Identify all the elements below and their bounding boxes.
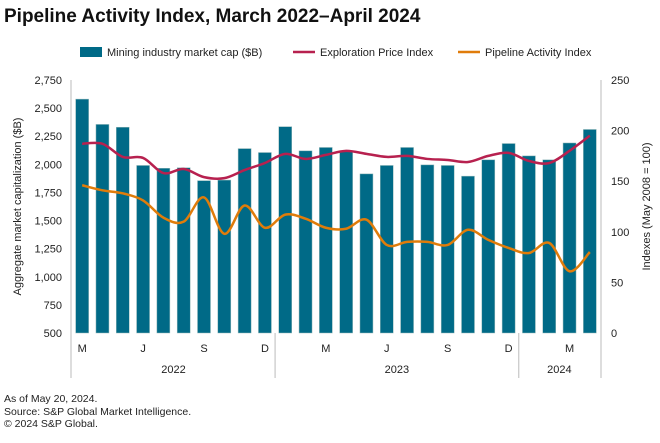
left-tick-label: 1,250 bbox=[34, 244, 62, 256]
bar-market-cap bbox=[481, 159, 496, 334]
bar-market-cap bbox=[562, 142, 577, 334]
month-tick-label: D bbox=[261, 343, 269, 355]
right-tick-label: 50 bbox=[611, 277, 623, 289]
bar-market-cap bbox=[156, 168, 171, 334]
bar-market-cap bbox=[461, 175, 475, 334]
bar-market-cap bbox=[339, 150, 353, 334]
month-tick-label: J bbox=[384, 343, 390, 355]
bar-market-cap bbox=[319, 147, 333, 334]
bar-market-cap bbox=[501, 143, 516, 334]
bar-market-cap bbox=[420, 164, 435, 334]
legend-label-pipeline: Pipeline Activity Index bbox=[485, 47, 592, 59]
bar-market-cap bbox=[258, 152, 272, 334]
left-tick-label: 500 bbox=[44, 328, 62, 340]
month-tick-label: J bbox=[140, 343, 146, 355]
line-pipeline-activity-index bbox=[81, 184, 591, 273]
right-tick-label: 100 bbox=[611, 227, 629, 239]
left-tick-label: 1,000 bbox=[34, 272, 62, 284]
year-label: 2022 bbox=[161, 364, 185, 376]
bar-market-cap bbox=[522, 155, 536, 334]
note-source: Source: S&P Global Market Intelligence. bbox=[4, 405, 192, 418]
month-tick-label: S bbox=[444, 343, 451, 355]
right-tick-label: 200 bbox=[611, 126, 629, 138]
bar-market-cap bbox=[136, 165, 150, 334]
right-tick-label: 150 bbox=[611, 176, 629, 188]
month-tick-label: M bbox=[565, 343, 574, 355]
line-exploration-price-index bbox=[82, 134, 591, 181]
note-date: As of May 20, 2024. bbox=[4, 393, 98, 405]
bar-market-cap bbox=[75, 98, 89, 334]
bar-market-cap bbox=[440, 165, 455, 334]
bar-market-cap bbox=[197, 180, 211, 334]
left-tick-label: 1,750 bbox=[34, 187, 62, 199]
legend-label-market-cap: Mining industry market cap ($B) bbox=[107, 47, 262, 59]
year-label: 2024 bbox=[547, 364, 571, 376]
bar-market-cap bbox=[116, 126, 130, 334]
footnotes: As of May 20, 2024. Source: S&P Global M… bbox=[4, 393, 191, 431]
left-tick-label: 750 bbox=[44, 300, 62, 312]
left-tick-label: 2,500 bbox=[34, 103, 62, 115]
left-tick-label: 2,250 bbox=[34, 131, 62, 143]
left-axis-title: Aggregate market capitalization ($B) bbox=[12, 118, 24, 296]
bar-market-cap bbox=[278, 126, 292, 334]
bar-market-cap bbox=[359, 173, 374, 334]
left-tick-label: 2,750 bbox=[34, 75, 62, 87]
bar-market-cap bbox=[380, 165, 394, 334]
month-tick-label: S bbox=[200, 343, 207, 355]
year-label: 2023 bbox=[385, 364, 409, 376]
month-tick-label: M bbox=[321, 343, 330, 355]
bar-market-cap bbox=[400, 147, 414, 334]
right-axis-title: Indexes (May 2008 = 100) bbox=[641, 142, 653, 270]
chart-title: Pipeline Activity Index, March 2022–Apri… bbox=[4, 6, 421, 27]
legend-label-exploration: Exploration Price Index bbox=[320, 47, 434, 59]
month-tick-label: D bbox=[505, 343, 513, 355]
bar-market-cap bbox=[237, 148, 252, 334]
left-tick-label: 2,000 bbox=[34, 159, 62, 171]
note-copyright: © 2024 S&P Global. bbox=[4, 418, 98, 430]
right-tick-label: 0 bbox=[611, 328, 617, 340]
bar-market-cap bbox=[298, 150, 313, 334]
month-tick-label: M bbox=[78, 343, 87, 355]
bar-market-cap bbox=[176, 167, 191, 334]
bar-market-cap bbox=[217, 179, 232, 334]
left-tick-label: 1,500 bbox=[34, 216, 62, 228]
legend-swatch-market-cap bbox=[80, 47, 102, 57]
bar-market-cap bbox=[95, 124, 110, 334]
bar-market-cap bbox=[583, 129, 597, 334]
bar-market-cap bbox=[542, 159, 556, 334]
right-tick-label: 250 bbox=[611, 75, 629, 87]
